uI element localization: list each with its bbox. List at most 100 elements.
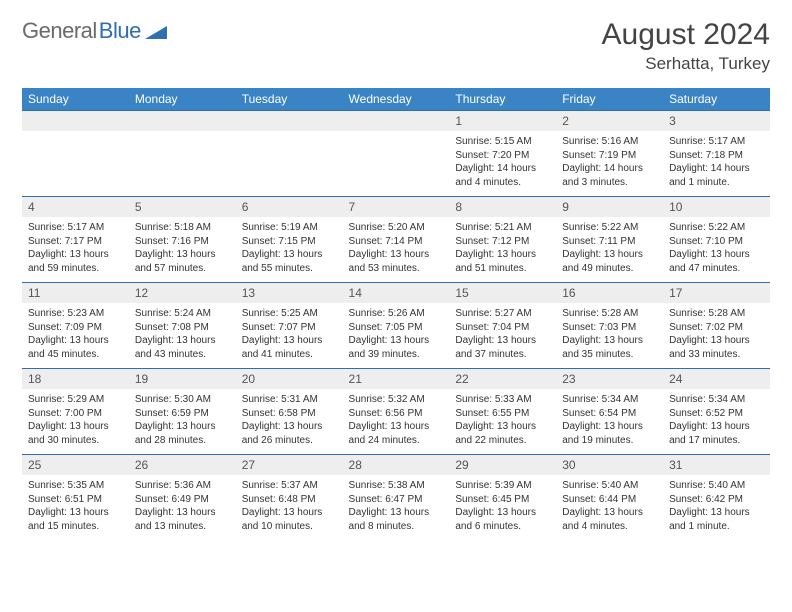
- col-thursday: Thursday: [449, 88, 556, 110]
- col-friday: Friday: [556, 88, 663, 110]
- calendar-cell: 15Sunrise: 5:27 AMSunset: 7:04 PMDayligh…: [449, 282, 556, 368]
- day-details: Sunrise: 5:20 AMSunset: 7:14 PMDaylight:…: [343, 217, 450, 277]
- day-details: Sunrise: 5:34 AMSunset: 6:52 PMDaylight:…: [663, 389, 770, 449]
- col-wednesday: Wednesday: [343, 88, 450, 110]
- calendar-cell: 22Sunrise: 5:33 AMSunset: 6:55 PMDayligh…: [449, 368, 556, 454]
- day-number: 23: [556, 368, 663, 389]
- calendar-row: 11Sunrise: 5:23 AMSunset: 7:09 PMDayligh…: [22, 282, 770, 368]
- day-number: 25: [22, 454, 129, 475]
- calendar-row: 4Sunrise: 5:17 AMSunset: 7:17 PMDaylight…: [22, 196, 770, 282]
- calendar-table: Sunday Monday Tuesday Wednesday Thursday…: [22, 88, 770, 540]
- day-number: 16: [556, 282, 663, 303]
- day-number: [236, 110, 343, 131]
- calendar-cell: 12Sunrise: 5:24 AMSunset: 7:08 PMDayligh…: [129, 282, 236, 368]
- calendar-cell: [129, 110, 236, 196]
- calendar-body: 1Sunrise: 5:15 AMSunset: 7:20 PMDaylight…: [22, 110, 770, 540]
- month-title: August 2024: [602, 18, 770, 52]
- day-number: 3: [663, 110, 770, 131]
- day-number: 15: [449, 282, 556, 303]
- day-number: 26: [129, 454, 236, 475]
- logo-text-1: General: [22, 18, 97, 44]
- day-details: Sunrise: 5:19 AMSunset: 7:15 PMDaylight:…: [236, 217, 343, 277]
- calendar-cell: 6Sunrise: 5:19 AMSunset: 7:15 PMDaylight…: [236, 196, 343, 282]
- day-number: 4: [22, 196, 129, 217]
- calendar-cell: 14Sunrise: 5:26 AMSunset: 7:05 PMDayligh…: [343, 282, 450, 368]
- day-number: 2: [556, 110, 663, 131]
- calendar-cell: 21Sunrise: 5:32 AMSunset: 6:56 PMDayligh…: [343, 368, 450, 454]
- day-details: Sunrise: 5:39 AMSunset: 6:45 PMDaylight:…: [449, 475, 556, 535]
- title-block: August 2024 Serhatta, Turkey: [602, 18, 770, 74]
- day-number: 8: [449, 196, 556, 217]
- calendar-cell: 16Sunrise: 5:28 AMSunset: 7:03 PMDayligh…: [556, 282, 663, 368]
- calendar-cell: 10Sunrise: 5:22 AMSunset: 7:10 PMDayligh…: [663, 196, 770, 282]
- calendar-cell: 30Sunrise: 5:40 AMSunset: 6:44 PMDayligh…: [556, 454, 663, 540]
- day-number: 18: [22, 368, 129, 389]
- col-sunday: Sunday: [22, 88, 129, 110]
- calendar-cell: [22, 110, 129, 196]
- calendar-row: 1Sunrise: 5:15 AMSunset: 7:20 PMDaylight…: [22, 110, 770, 196]
- day-number: 9: [556, 196, 663, 217]
- day-number: [129, 110, 236, 131]
- day-number: 7: [343, 196, 450, 217]
- day-number: 20: [236, 368, 343, 389]
- day-details: Sunrise: 5:23 AMSunset: 7:09 PMDaylight:…: [22, 303, 129, 363]
- day-number: 29: [449, 454, 556, 475]
- calendar-cell: 23Sunrise: 5:34 AMSunset: 6:54 PMDayligh…: [556, 368, 663, 454]
- day-number: 28: [343, 454, 450, 475]
- day-number: 14: [343, 282, 450, 303]
- day-details: Sunrise: 5:27 AMSunset: 7:04 PMDaylight:…: [449, 303, 556, 363]
- day-number: [343, 110, 450, 131]
- calendar-cell: 19Sunrise: 5:30 AMSunset: 6:59 PMDayligh…: [129, 368, 236, 454]
- day-number: 5: [129, 196, 236, 217]
- day-details: Sunrise: 5:31 AMSunset: 6:58 PMDaylight:…: [236, 389, 343, 449]
- calendar-cell: [343, 110, 450, 196]
- day-details: Sunrise: 5:32 AMSunset: 6:56 PMDaylight:…: [343, 389, 450, 449]
- calendar-cell: 24Sunrise: 5:34 AMSunset: 6:52 PMDayligh…: [663, 368, 770, 454]
- calendar-cell: 18Sunrise: 5:29 AMSunset: 7:00 PMDayligh…: [22, 368, 129, 454]
- calendar-cell: 8Sunrise: 5:21 AMSunset: 7:12 PMDaylight…: [449, 196, 556, 282]
- calendar-row: 25Sunrise: 5:35 AMSunset: 6:51 PMDayligh…: [22, 454, 770, 540]
- calendar-cell: 17Sunrise: 5:28 AMSunset: 7:02 PMDayligh…: [663, 282, 770, 368]
- location: Serhatta, Turkey: [602, 54, 770, 74]
- logo: GeneralBlue: [22, 18, 167, 44]
- day-details: Sunrise: 5:24 AMSunset: 7:08 PMDaylight:…: [129, 303, 236, 363]
- logo-triangle-icon: [145, 23, 167, 39]
- day-number: 22: [449, 368, 556, 389]
- logo-text-2: Blue: [99, 18, 141, 44]
- calendar-cell: 3Sunrise: 5:17 AMSunset: 7:18 PMDaylight…: [663, 110, 770, 196]
- day-number: 30: [556, 454, 663, 475]
- day-details: Sunrise: 5:22 AMSunset: 7:11 PMDaylight:…: [556, 217, 663, 277]
- day-details: Sunrise: 5:40 AMSunset: 6:44 PMDaylight:…: [556, 475, 663, 535]
- day-details: Sunrise: 5:28 AMSunset: 7:02 PMDaylight:…: [663, 303, 770, 363]
- day-details: Sunrise: 5:37 AMSunset: 6:48 PMDaylight:…: [236, 475, 343, 535]
- day-details: Sunrise: 5:25 AMSunset: 7:07 PMDaylight:…: [236, 303, 343, 363]
- calendar-cell: 31Sunrise: 5:40 AMSunset: 6:42 PMDayligh…: [663, 454, 770, 540]
- calendar-cell: 28Sunrise: 5:38 AMSunset: 6:47 PMDayligh…: [343, 454, 450, 540]
- day-number: 19: [129, 368, 236, 389]
- day-details: Sunrise: 5:40 AMSunset: 6:42 PMDaylight:…: [663, 475, 770, 535]
- calendar-row: 18Sunrise: 5:29 AMSunset: 7:00 PMDayligh…: [22, 368, 770, 454]
- day-number: 13: [236, 282, 343, 303]
- day-details: Sunrise: 5:29 AMSunset: 7:00 PMDaylight:…: [22, 389, 129, 449]
- day-number: 6: [236, 196, 343, 217]
- day-number: 24: [663, 368, 770, 389]
- day-details: Sunrise: 5:30 AMSunset: 6:59 PMDaylight:…: [129, 389, 236, 449]
- calendar-cell: 27Sunrise: 5:37 AMSunset: 6:48 PMDayligh…: [236, 454, 343, 540]
- calendar-cell: 13Sunrise: 5:25 AMSunset: 7:07 PMDayligh…: [236, 282, 343, 368]
- calendar-cell: 7Sunrise: 5:20 AMSunset: 7:14 PMDaylight…: [343, 196, 450, 282]
- calendar-cell: 2Sunrise: 5:16 AMSunset: 7:19 PMDaylight…: [556, 110, 663, 196]
- header-row: Sunday Monday Tuesday Wednesday Thursday…: [22, 88, 770, 110]
- day-details: Sunrise: 5:16 AMSunset: 7:19 PMDaylight:…: [556, 131, 663, 191]
- day-details: Sunrise: 5:17 AMSunset: 7:18 PMDaylight:…: [663, 131, 770, 191]
- calendar-cell: 20Sunrise: 5:31 AMSunset: 6:58 PMDayligh…: [236, 368, 343, 454]
- header: GeneralBlue August 2024 Serhatta, Turkey: [22, 18, 770, 74]
- day-number: 21: [343, 368, 450, 389]
- day-number: 27: [236, 454, 343, 475]
- day-details: Sunrise: 5:21 AMSunset: 7:12 PMDaylight:…: [449, 217, 556, 277]
- day-details: Sunrise: 5:36 AMSunset: 6:49 PMDaylight:…: [129, 475, 236, 535]
- calendar-cell: 5Sunrise: 5:18 AMSunset: 7:16 PMDaylight…: [129, 196, 236, 282]
- day-number: 17: [663, 282, 770, 303]
- day-details: Sunrise: 5:17 AMSunset: 7:17 PMDaylight:…: [22, 217, 129, 277]
- day-details: Sunrise: 5:22 AMSunset: 7:10 PMDaylight:…: [663, 217, 770, 277]
- day-details: Sunrise: 5:34 AMSunset: 6:54 PMDaylight:…: [556, 389, 663, 449]
